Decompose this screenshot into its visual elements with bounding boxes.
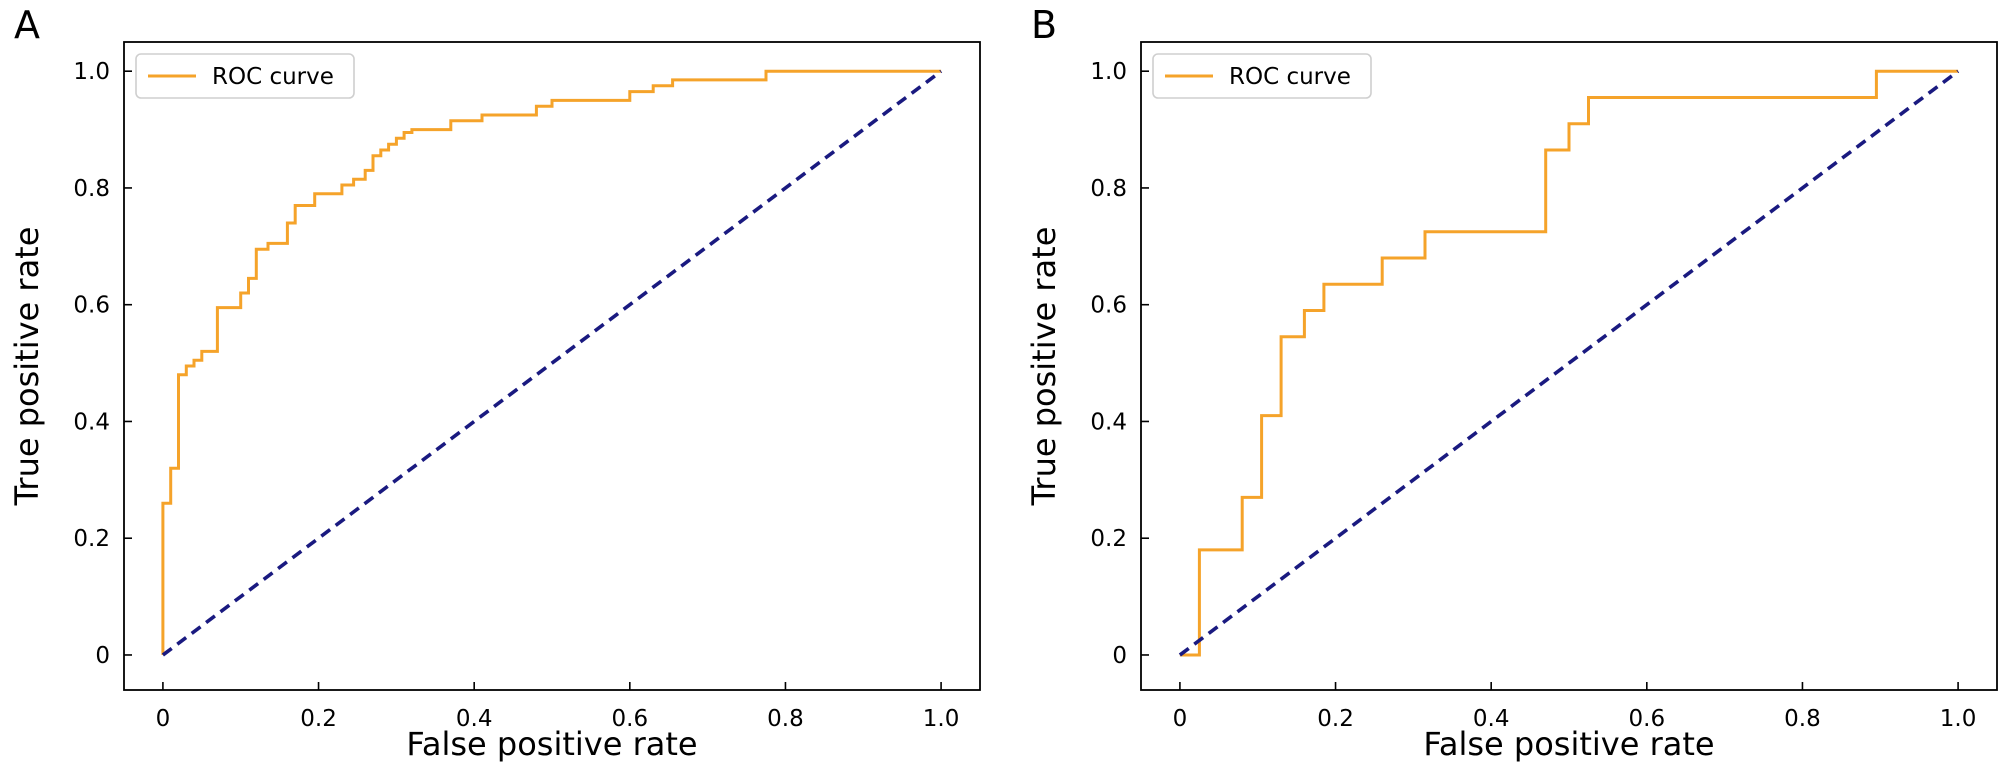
x-tick-label: 0: [156, 706, 171, 732]
y-axis-title: True positive rate: [1025, 227, 1063, 507]
plot-frame: [1140, 41, 1998, 691]
x-tick-label: 0: [1173, 706, 1188, 732]
diagonal-reference-line: [161, 69, 943, 657]
panel-label: B: [1031, 3, 1057, 47]
x-axis-title: False positive rate: [1423, 725, 1714, 763]
x-tick-label: 0.4: [1473, 706, 1510, 732]
x-axis-title: False positive rate: [406, 725, 697, 763]
y-tick-label: 0.6: [1090, 293, 1127, 319]
x-tick-label: 0.8: [1784, 706, 1821, 732]
plot-frame: [123, 41, 981, 691]
y-tick-label: 0.4: [1090, 409, 1127, 435]
legend-box: [135, 53, 355, 99]
y-axis-title: True positive rate: [8, 227, 46, 507]
panel-b: B 0 0.2 0.4 0.6 0.8 1.0 0 0.2 0.4 0.6 0.8 1.0 False p…: [1025, 3, 1998, 763]
x-tick-label: 1.0: [1940, 706, 1977, 732]
roc-curve-line: [161, 69, 942, 655]
x-tick-label: 0.4: [456, 706, 493, 732]
x-tick-label: 1.0: [923, 706, 960, 732]
diagonal-reference-line: [1178, 69, 1960, 657]
y-tick-label: 0.4: [73, 409, 110, 435]
panel-a: A 0 0.2 0.4 0.6 0.8 1.0 0 0.2 0.4 0.6 0.8 1.0 False p…: [8, 3, 981, 763]
y-tick-label: 0.8: [73, 176, 110, 202]
y-tick-label: 0.2: [1090, 526, 1127, 552]
roc-curve-line: [1179, 69, 1959, 657]
x-tick-label: 0.6: [1629, 706, 1666, 732]
y-tick-label: 0.6: [73, 293, 110, 319]
y-tick-label: 0: [95, 643, 110, 669]
panel-label: A: [14, 3, 40, 47]
y-tick-label: 1.0: [1090, 59, 1127, 85]
legend-label-roc-curve: ROC curve: [212, 64, 334, 90]
x-tick-label: 0.2: [300, 706, 337, 732]
legend-box: [1152, 53, 1372, 99]
x-tick-label: 0.6: [612, 706, 649, 732]
y-tick-label: 0.2: [73, 526, 110, 552]
y-tick-label: 0: [1112, 643, 1127, 669]
x-tick-label: 0.2: [1317, 706, 1354, 732]
legend-label-roc-curve: ROC curve: [1229, 64, 1351, 90]
y-tick-label: 0.8: [1090, 176, 1127, 202]
x-tick-label: 0.8: [767, 706, 804, 732]
y-tick-label: 1.0: [73, 59, 110, 85]
